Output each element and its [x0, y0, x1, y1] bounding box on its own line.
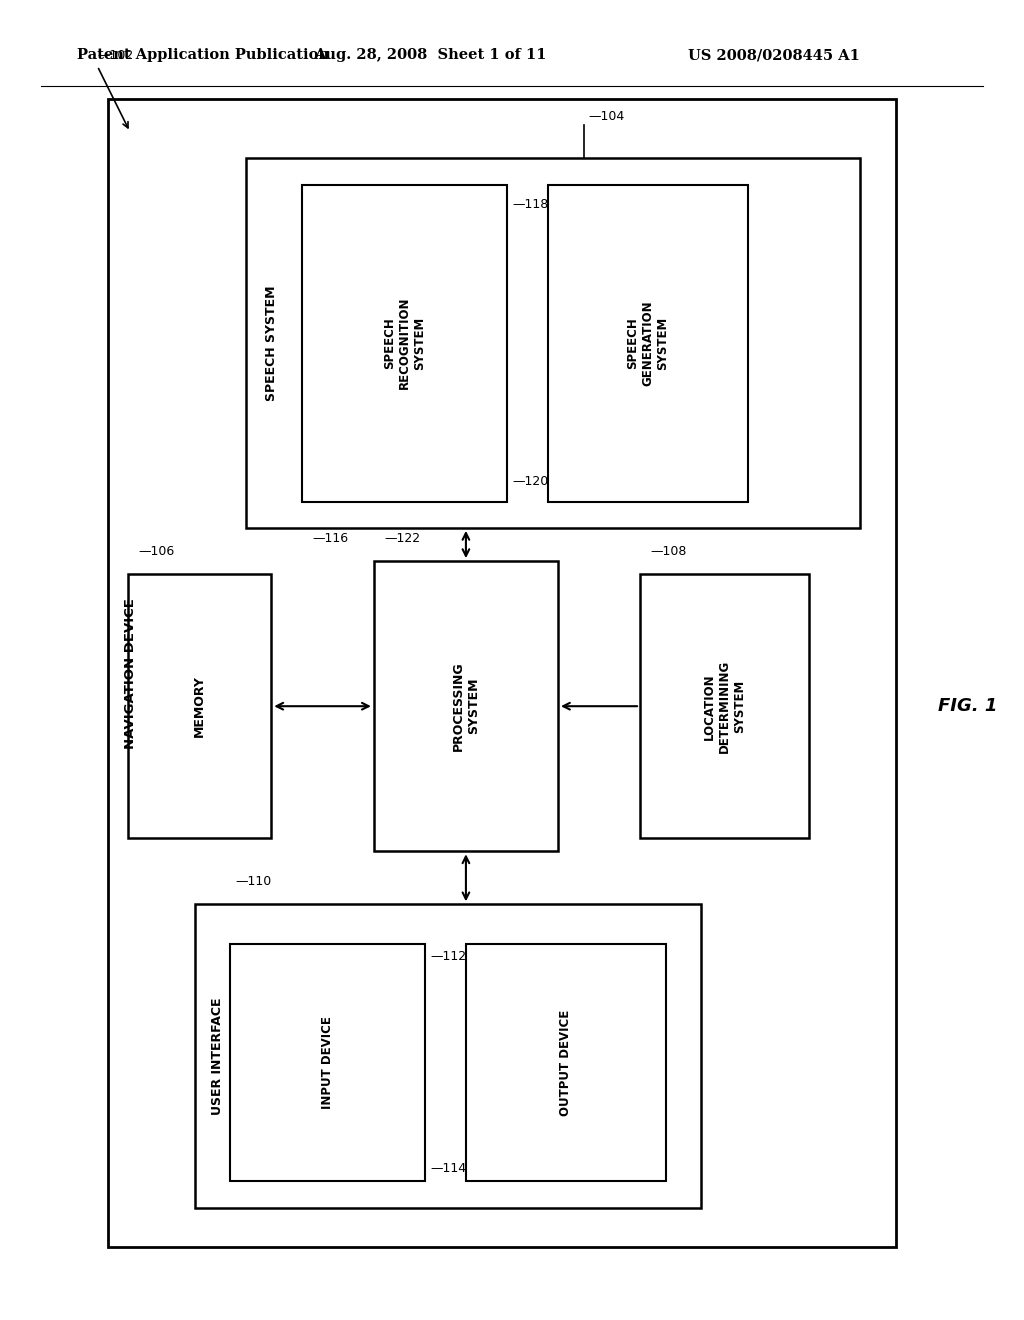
Text: —114: —114 [430, 1162, 466, 1175]
Text: LOCATION
DETERMINING
SYSTEM: LOCATION DETERMINING SYSTEM [703, 660, 745, 752]
Text: USER INTERFACE: USER INTERFACE [211, 997, 223, 1115]
Text: —102: —102 [97, 49, 133, 62]
Text: —112: —112 [430, 950, 466, 964]
Text: Aug. 28, 2008  Sheet 1 of 11: Aug. 28, 2008 Sheet 1 of 11 [313, 49, 547, 62]
Text: —104: —104 [589, 110, 625, 123]
Text: SPEECH
RECOGNITION
SYSTEM: SPEECH RECOGNITION SYSTEM [383, 297, 426, 389]
Text: SPEECH SYSTEM: SPEECH SYSTEM [265, 285, 278, 401]
Bar [640, 574, 809, 838]
Text: INPUT DEVICE: INPUT DEVICE [322, 1016, 334, 1109]
Text: —122: —122 [384, 532, 420, 545]
Text: SPEECH
GENERATION
SYSTEM: SPEECH GENERATION SYSTEM [627, 301, 669, 385]
Bar [230, 944, 425, 1181]
Bar [466, 944, 666, 1181]
Bar [302, 185, 507, 502]
Text: —118: —118 [512, 198, 548, 211]
Text: FIG. 1: FIG. 1 [938, 697, 997, 715]
Text: Patent Application Publication: Patent Application Publication [77, 49, 329, 62]
Text: —116: —116 [312, 532, 348, 545]
Text: —108: —108 [650, 545, 687, 558]
Bar [195, 904, 701, 1208]
Text: —106: —106 [138, 545, 174, 558]
Text: MEMORY: MEMORY [194, 676, 206, 737]
Bar [108, 99, 896, 1247]
Bar [374, 561, 558, 851]
Bar [246, 158, 860, 528]
Text: OUTPUT DEVICE: OUTPUT DEVICE [559, 1010, 572, 1115]
Text: NAVIGATION DEVICE: NAVIGATION DEVICE [124, 598, 136, 748]
Bar [128, 574, 271, 838]
Text: —120: —120 [512, 475, 548, 488]
Text: US 2008/0208445 A1: US 2008/0208445 A1 [688, 49, 860, 62]
Text: PROCESSING
SYSTEM: PROCESSING SYSTEM [452, 661, 480, 751]
Bar [548, 185, 748, 502]
Text: —110: —110 [236, 875, 271, 888]
